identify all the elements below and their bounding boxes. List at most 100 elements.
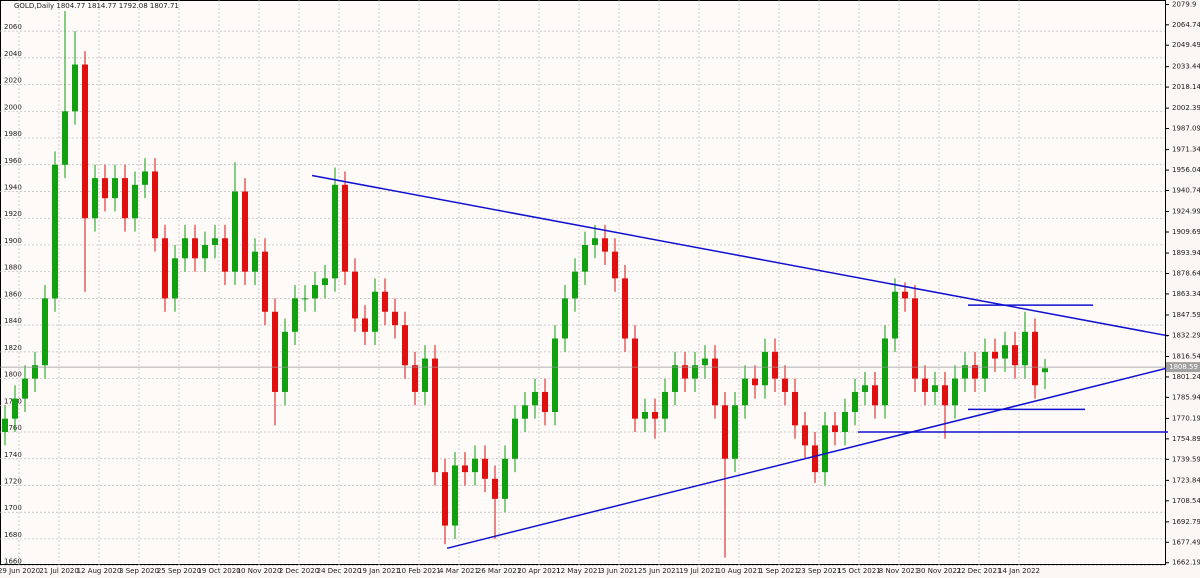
y-tick-label: 1880 — [4, 264, 22, 272]
y-tick-label: 2020 — [4, 77, 22, 85]
y2-tick-label: 1924.99 — [1172, 208, 1200, 216]
candle-body — [442, 472, 448, 526]
candle-body — [392, 311, 398, 326]
candle-body — [772, 351, 778, 379]
y-tick-label: 2060 — [4, 23, 22, 31]
candle-body — [1042, 368, 1048, 373]
candle-body — [272, 311, 278, 392]
y2-tick-label: 2079.9 — [1172, 1, 1197, 9]
x-tick-label: 12 Aug 2020 — [77, 567, 122, 575]
candle-body — [902, 291, 908, 299]
y2-tick-label: 1832.29 — [1172, 331, 1200, 339]
candle-body — [822, 425, 828, 473]
candle-body — [342, 184, 348, 272]
candle-body — [132, 184, 138, 219]
candle-body — [972, 365, 978, 379]
x-tick-label: 23 Sep 2021 — [797, 567, 841, 575]
y-tick-label: 1860 — [4, 290, 22, 298]
y2-tick-label: 1754.89 — [1172, 435, 1200, 443]
candle-body — [172, 258, 178, 299]
candle-body — [982, 351, 988, 379]
candle-body — [582, 244, 588, 272]
x-tick-label: 12 May 2021 — [556, 567, 602, 575]
candle-body — [382, 291, 388, 312]
y2-tick-label: 2018.14 — [1172, 83, 1200, 91]
candle-body — [812, 445, 818, 473]
candle-body — [512, 418, 518, 459]
candle-body — [72, 64, 78, 112]
candle-body — [92, 178, 98, 219]
candle-body — [242, 191, 248, 272]
candle-body — [682, 365, 688, 379]
candle-body — [892, 291, 898, 339]
candle-body — [692, 365, 698, 379]
y-tick-label: 1920 — [4, 210, 22, 218]
chart-title: GOLD,Daily 1804.77 1814.77 1792.08 1807.… — [14, 2, 179, 10]
x-tick-label: 10 Aug 2021 — [717, 567, 762, 575]
y2-tick-label: 1785.94 — [1172, 393, 1200, 401]
candle-body — [882, 338, 888, 406]
candle-body — [502, 458, 508, 499]
candle-body — [802, 425, 808, 446]
candle-body — [322, 278, 328, 286]
x-tick-label: 8 Nov 2021 — [879, 567, 919, 575]
candle-body — [872, 385, 878, 406]
candle-body — [592, 238, 598, 245]
y-tick-label: 1900 — [4, 237, 22, 245]
candle-body — [302, 298, 308, 300]
y2-tick-label: 2002.39 — [1172, 104, 1200, 112]
y2-tick-label: 1971.34 — [1172, 146, 1200, 154]
candle-body — [632, 338, 638, 419]
x-tick-label: 1 Sep 2021 — [759, 567, 799, 575]
candle-body — [752, 378, 758, 386]
candle-body — [362, 318, 368, 332]
x-tick-label: 15 Oct 2021 — [837, 567, 880, 575]
y2-tick-label: 1863.34 — [1172, 290, 1200, 298]
y2-tick-label: 1723.84 — [1172, 476, 1200, 484]
y-tick-label: 1740 — [4, 451, 22, 459]
y2-tick-label: 1816.54 — [1172, 352, 1200, 360]
x-tick-label: 30 Nov 2021 — [917, 567, 962, 575]
candle-body — [1022, 331, 1028, 366]
y2-tick-label: 1708.54 — [1172, 497, 1200, 505]
candle-body — [412, 365, 418, 392]
candle-body — [492, 478, 498, 499]
x-tick-label: 19 Jul 2021 — [679, 567, 719, 575]
x-tick-label: 25 Jun 2021 — [638, 567, 680, 575]
trendline — [311, 174, 1169, 337]
candle-body — [282, 331, 288, 392]
candle-body — [742, 378, 748, 406]
y2-tick-label: 2064.74 — [1172, 21, 1200, 29]
candle-body — [572, 271, 578, 299]
y2-tick-label: 1692.79 — [1172, 518, 1200, 526]
y2-tick-label: 1662.19 — [1172, 559, 1200, 567]
y2-tick-label: 1956.04 — [1172, 166, 1200, 174]
y2-tick-label: 2033.44 — [1172, 63, 1200, 71]
candle-body — [622, 278, 628, 339]
x-tick-label: 14 Jan 2022 — [998, 567, 1040, 575]
candle-body — [542, 391, 548, 412]
candle-body — [332, 184, 338, 279]
y2-tick-label: 1878.64 — [1172, 269, 1200, 277]
y2-tick-label: 1940.74 — [1172, 187, 1200, 195]
candle-body — [722, 405, 728, 459]
x-tick-label: 25 Sep 2020 — [157, 567, 201, 575]
candle-body — [222, 238, 228, 272]
y2-tick-label: 1847.59 — [1172, 311, 1200, 319]
candle-body — [1032, 331, 1038, 386]
candle-body — [312, 285, 318, 299]
y-tick-label: 1800 — [4, 371, 22, 379]
candle-body — [842, 411, 848, 433]
candle-body — [32, 365, 38, 379]
y-tick-label: 2000 — [4, 103, 22, 111]
y2-tick-label: 1909.69 — [1172, 228, 1200, 236]
candle-body — [62, 111, 68, 165]
candle-body — [2, 418, 8, 433]
candle-body — [122, 178, 128, 219]
candle-body — [462, 465, 468, 473]
candle-body — [102, 178, 108, 199]
candle-body — [292, 298, 298, 332]
y2-tick-label: 1801.24 — [1172, 373, 1200, 381]
candle-body — [112, 178, 118, 199]
candle-body — [152, 171, 158, 239]
